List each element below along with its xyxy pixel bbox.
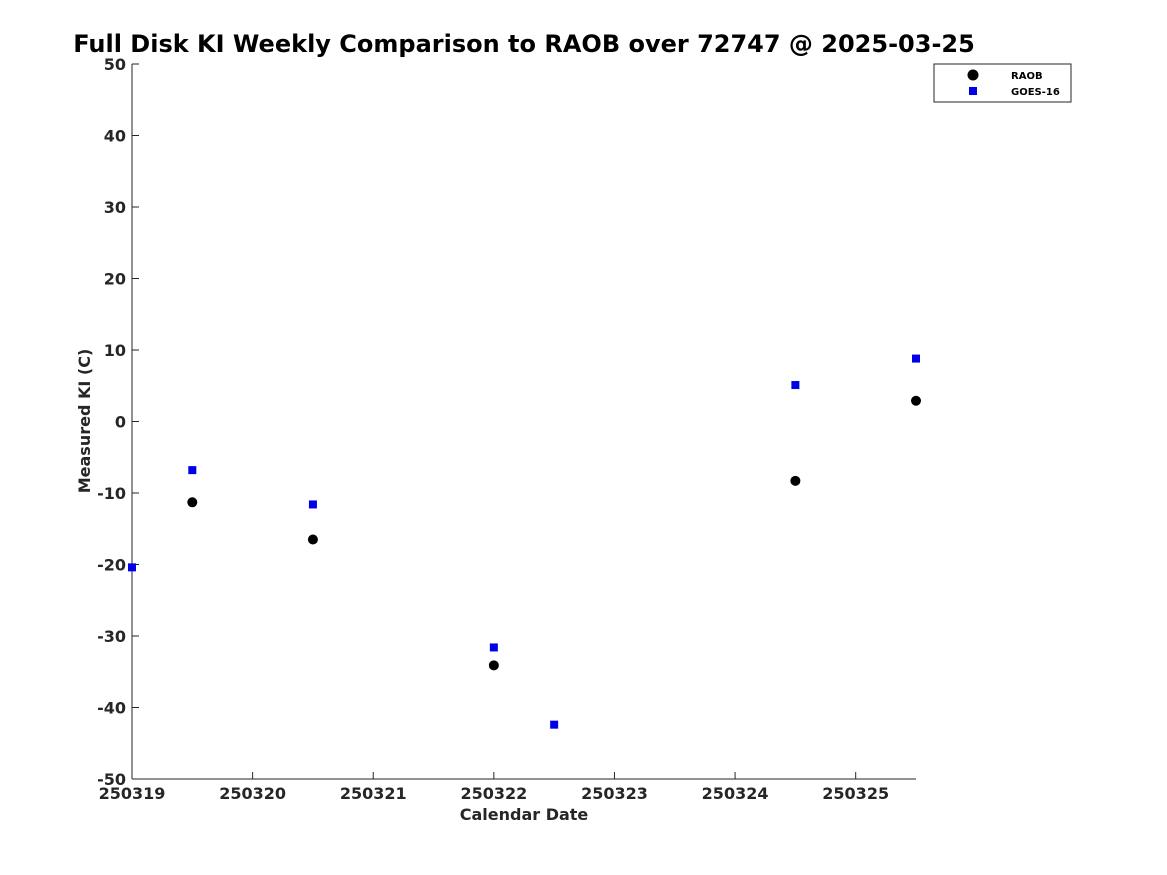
point-goes16 — [188, 466, 197, 475]
x-tick-label: 250322 — [460, 784, 527, 803]
chart-title: Full Disk KI Weekly Comparison to RAOB o… — [73, 30, 975, 58]
x-tick-label: 250321 — [340, 784, 407, 803]
legend-raob-label: RAOB — [1011, 71, 1043, 82]
x-tick-label: 250323 — [581, 784, 648, 803]
legend: RAOB GOES-16 — [933, 63, 1072, 103]
point-raob — [911, 395, 921, 406]
y-tick-label: 10 — [104, 341, 126, 360]
x-tick-label: 250325 — [822, 784, 889, 803]
x-ticks: 250319 250320 250321 250322 250323 250324 2503… — [99, 772, 889, 803]
x-tick-label: 250320 — [219, 784, 286, 803]
y-tick-label: -50 — [97, 770, 126, 789]
point-goes16 — [308, 500, 317, 509]
y-ticks: 50 40 30 20 10 0 -10 -20 -30 -40 -50 — [97, 55, 139, 789]
legend-box — [933, 63, 1072, 103]
legend-goes16-marker — [969, 87, 977, 95]
axes — [131, 64, 916, 780]
point-goes16 — [791, 381, 800, 390]
y-tick-label: -30 — [97, 627, 126, 646]
y-tick-label: 50 — [104, 55, 126, 74]
point-goes16 — [912, 354, 920, 363]
point-raob — [790, 475, 801, 486]
x-tick-label: 250324 — [702, 784, 769, 803]
y-tick-label: -20 — [97, 556, 126, 575]
x-tick-label: 250319 — [99, 784, 166, 803]
y-tick-label: 0 — [115, 413, 126, 432]
y-tick-label: 30 — [104, 198, 126, 217]
point-goes16 — [489, 643, 498, 652]
y-tick-label: -10 — [97, 484, 126, 503]
data-marks — [128, 354, 921, 729]
y-tick-label: -40 — [97, 699, 126, 718]
y-tick-label: 20 — [104, 270, 126, 289]
point-goes16 — [128, 563, 136, 572]
legend-raob-marker — [967, 69, 979, 81]
point-raob — [488, 660, 499, 671]
point-raob — [187, 497, 198, 508]
x-axis-label: Calendar Date — [460, 805, 589, 824]
point-raob — [307, 534, 318, 545]
legend-goes16-label: GOES-16 — [1011, 87, 1060, 98]
point-goes16 — [550, 720, 559, 729]
y-axis-label: Measured KI (C) — [75, 349, 94, 494]
y-tick-label: 40 — [104, 127, 126, 146]
